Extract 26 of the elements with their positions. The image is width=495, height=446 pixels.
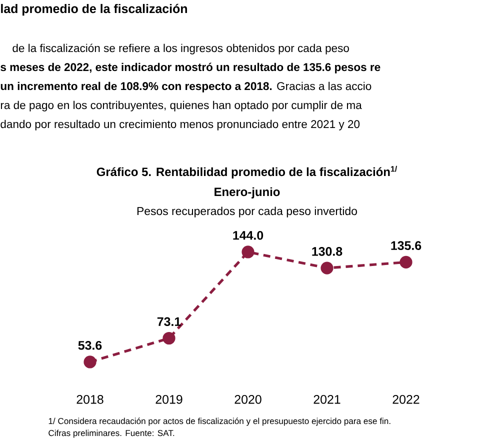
text: un incremento real de 108.9% con respecto a 2018. Gracias a las accio xyxy=(0,82,372,92)
text: ra de pago en los contribuyentes, quienes han optado por cumplir de ma xyxy=(0,100,362,112)
text: dando por resultado un crecimiento menos pronunciado entre 2021 y 20 xyxy=(0,120,360,130)
text: 1/ Considera recaudación por actos de fiscalización y el presupuesto ejercido para ese fin. xyxy=(48,418,390,426)
chart-subtitle: Enero-junio xyxy=(214,187,280,198)
data-label: 53.6 xyxy=(78,340,102,350)
x-tick-label: 2021 xyxy=(314,395,340,404)
data-label: 135.6 xyxy=(391,241,422,250)
text: s meses de 2022, este indicador mostró un resultado de 135.6 pesos re xyxy=(0,62,380,74)
y-axis-title: Pesos recuperados por cada peso invertido xyxy=(137,206,357,218)
x-tick-label: 2022 xyxy=(392,395,420,404)
point xyxy=(320,262,334,274)
point xyxy=(162,332,176,345)
point xyxy=(84,356,96,368)
x-tick-label: 2018 xyxy=(76,395,104,404)
text: lad promedio de la fiscalización xyxy=(1,4,187,16)
x-tick-label: 2020 xyxy=(234,395,262,404)
point xyxy=(400,256,412,269)
x-tick-label: 2019 xyxy=(156,395,182,404)
point xyxy=(242,246,254,258)
data-label: 144.0 xyxy=(233,230,264,240)
chart-title: Gráfico 5. Rentabilidad promedio de la fiscalización$^{1/}$ xyxy=(96,166,398,178)
text: de la fiscalización se refiere a los ingresos obtenidos por cada peso xyxy=(12,44,349,54)
data-label: 73.1 xyxy=(157,317,181,326)
text: Cifras preliminares. Fuente: SAT. xyxy=(48,430,174,438)
data-label: 130.8 xyxy=(312,247,342,256)
